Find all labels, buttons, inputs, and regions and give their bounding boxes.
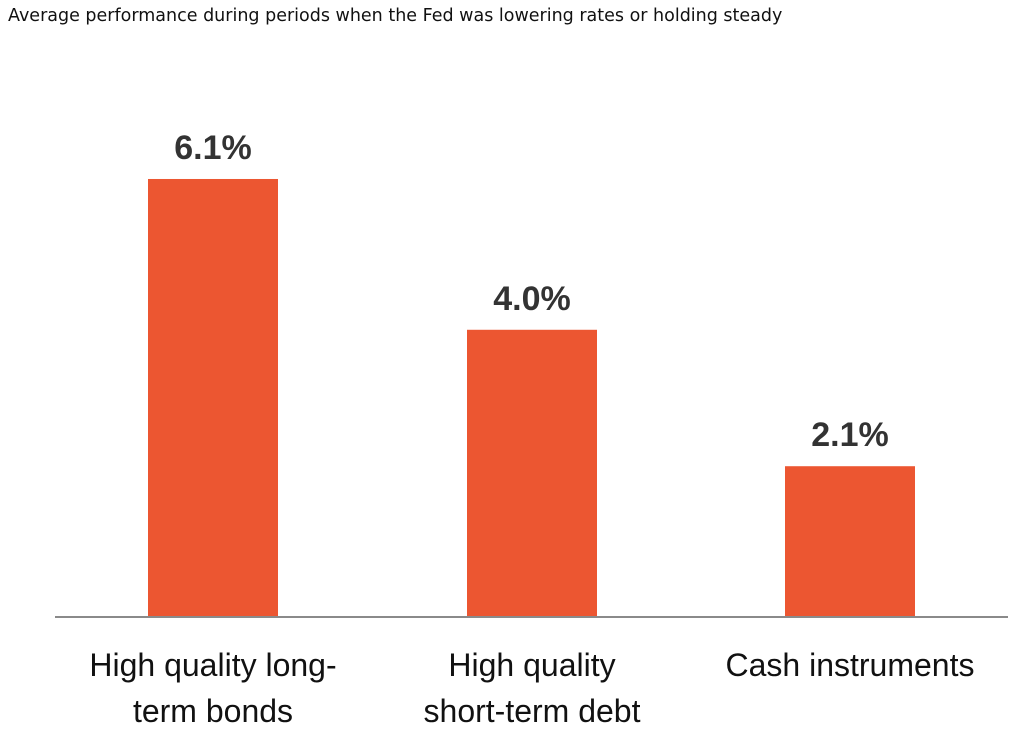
bar-1: [148, 178, 278, 617]
category-label-1-line-1: High quality long-: [89, 647, 336, 683]
chart-title: Average performance during periods when …: [8, 6, 783, 26]
category-label-2-line-1: High quality: [448, 647, 615, 683]
bar-3: [785, 466, 915, 617]
bar-2: [467, 329, 597, 617]
category-label-2-line-2: short-term debt: [424, 693, 641, 729]
bar-group: [148, 178, 915, 617]
bar-value-label-2: 4.0%: [493, 280, 571, 318]
bar-value-label-3: 2.1%: [811, 416, 889, 454]
value-label-group: 6.1% 4.0% 2.1%: [174, 129, 889, 454]
category-label-1-line-2: term bonds: [133, 693, 293, 729]
bar-value-label-1: 6.1%: [174, 129, 252, 167]
category-label-group: High quality long-term bonds High quality…: [89, 647, 974, 729]
category-label-3-line-1: Cash instruments: [726, 647, 975, 683]
